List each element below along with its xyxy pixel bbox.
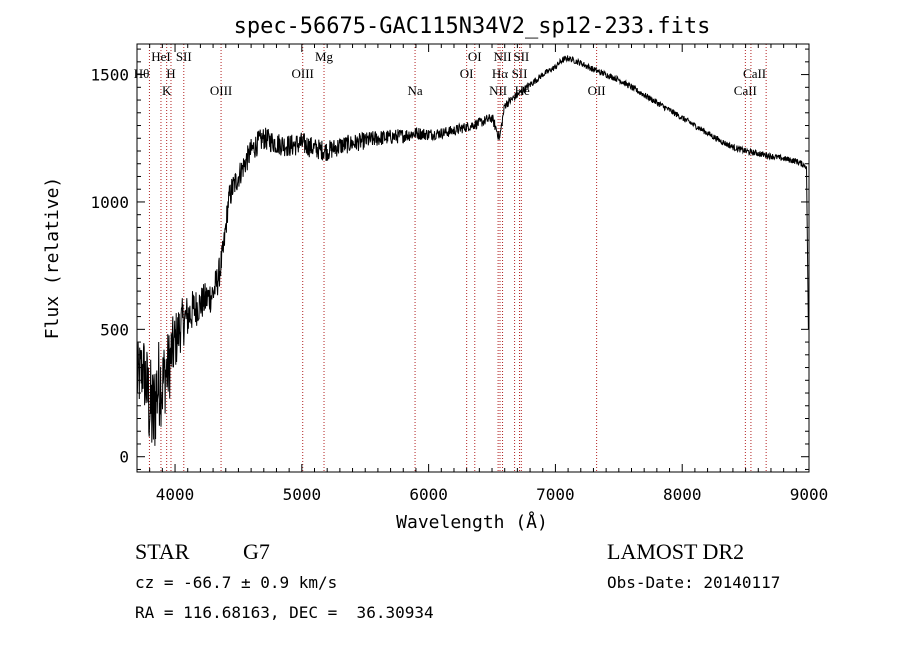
y-tick-label: 1500 <box>90 66 129 85</box>
line-marker-label: OI <box>468 49 482 64</box>
line-marker-label: OII <box>588 83 606 98</box>
line-marker-label: CaII <box>734 83 757 98</box>
line-marker-label: OIII <box>210 83 232 98</box>
line-marker-label: OIII <box>292 66 314 81</box>
survey-label: LAMOST DR2 <box>607 539 745 564</box>
y-tick-label: 500 <box>100 320 129 339</box>
x-tick-label: 5000 <box>283 485 322 504</box>
x-tick-label: 9000 <box>790 485 829 504</box>
line-marker-label: NII <box>489 83 507 98</box>
redshift-text: cz = -66.7 ± 0.9 km/s <box>135 573 338 592</box>
line-marker-label: HeI <box>151 49 171 64</box>
x-tick-label: 4000 <box>156 485 195 504</box>
chart-title: spec-56675-GAC115N34V2_sp12-233.fits <box>234 14 711 39</box>
line-marker-label: OI <box>460 66 474 81</box>
y-axis-label: Flux (relative) <box>42 177 63 340</box>
line-marker-label: SII <box>176 49 192 64</box>
line-marker-label: CaII <box>743 66 766 81</box>
line-marker-label: K <box>162 83 172 98</box>
obs-date: Obs-Date: 20140117 <box>607 573 781 592</box>
object-subclass: G7 <box>243 539 270 564</box>
x-tick-label: 7000 <box>536 485 575 504</box>
line-markers: HθHeIKHSIIOIIIOIIIMgNaOIOINIIHαNIISIISII… <box>134 44 767 472</box>
line-marker-label: Mg <box>315 49 334 64</box>
line-marker-label: Hθ <box>134 66 150 81</box>
y-tick-label: 1000 <box>90 193 129 212</box>
line-marker-label: SII <box>513 49 529 64</box>
x-axis-label: Wavelength (Å) <box>396 511 548 533</box>
coordinates-text: RA = 116.68163, DEC = 36.30934 <box>135 603 434 622</box>
x-tick-label: 6000 <box>409 485 448 504</box>
x-axis: 4000 5000 6000 7000 8000 9000 <box>136 44 829 504</box>
y-tick-label: 0 <box>119 448 129 467</box>
object-class: STAR <box>135 539 190 564</box>
line-marker-label: Na <box>407 83 422 98</box>
x-tick-label: 8000 <box>663 485 702 504</box>
line-marker-label: SII <box>512 66 528 81</box>
line-marker-label: Hα <box>492 66 508 81</box>
line-marker-label: H <box>166 66 175 81</box>
spectrum-line <box>136 55 809 446</box>
line-marker-label: NII <box>494 49 512 64</box>
y-axis: 0 500 1000 1500 <box>90 48 809 470</box>
plot-frame <box>136 43 810 473</box>
